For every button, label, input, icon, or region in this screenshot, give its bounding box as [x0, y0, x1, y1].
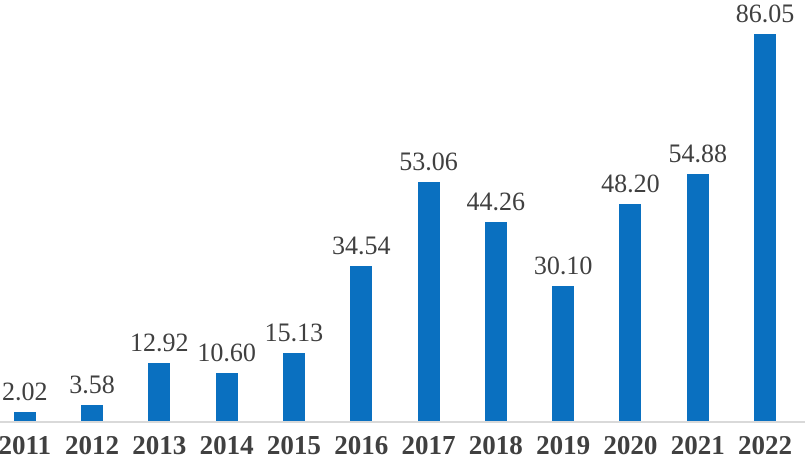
x-tick-label-2018: 2018 [468, 430, 523, 460]
value-label-2014: 10.60 [197, 338, 256, 368]
value-label-2012: 3.58 [69, 370, 115, 399]
value-label-2018: 44.26 [466, 186, 526, 216]
value-label-2017: 53.06 [399, 147, 458, 177]
x-axis-line [0, 421, 805, 423]
value-label-2022: 86.05 [735, 0, 795, 28]
bar-2015 [282, 352, 305, 421]
value-label-2015: 15.13 [264, 318, 324, 348]
bar-2022 [754, 33, 776, 421]
value-label-2021: 54.88 [668, 139, 727, 169]
value-label-2019: 30.10 [533, 250, 593, 280]
bar-2019 [552, 285, 575, 421]
bar-2020 [619, 204, 642, 421]
bar-2018 [484, 221, 507, 421]
x-tick-label-2020: 2020 [603, 430, 658, 460]
x-tick-label-2012: 2012 [65, 430, 119, 460]
bar-2013 [148, 362, 171, 421]
value-label-2016: 34.54 [331, 230, 391, 260]
value-label-2013: 12.92 [130, 327, 189, 357]
x-tick-label-2021: 2021 [670, 430, 725, 460]
bar-2016 [350, 265, 373, 421]
x-tick-label-2014: 2014 [199, 430, 254, 460]
bar-2021 [686, 174, 709, 421]
bar-2011 [13, 411, 36, 421]
x-tick-label-2017: 2017 [401, 430, 456, 460]
x-tick-label-2015: 2015 [266, 430, 321, 460]
value-label-2020: 48.20 [601, 169, 660, 199]
x-tick-label-2016: 2016 [334, 430, 389, 460]
x-tick-label-2013: 2013 [132, 430, 187, 460]
bar-2014 [215, 373, 238, 421]
bar-2012 [81, 404, 103, 421]
x-tick-label-2022: 2022 [738, 430, 792, 460]
bar-2017 [417, 182, 440, 421]
x-tick-label-2019: 2019 [536, 430, 591, 460]
value-label-2011: 2.02 [1, 377, 48, 407]
x-tick-label-2011: 2011 [0, 430, 51, 460]
